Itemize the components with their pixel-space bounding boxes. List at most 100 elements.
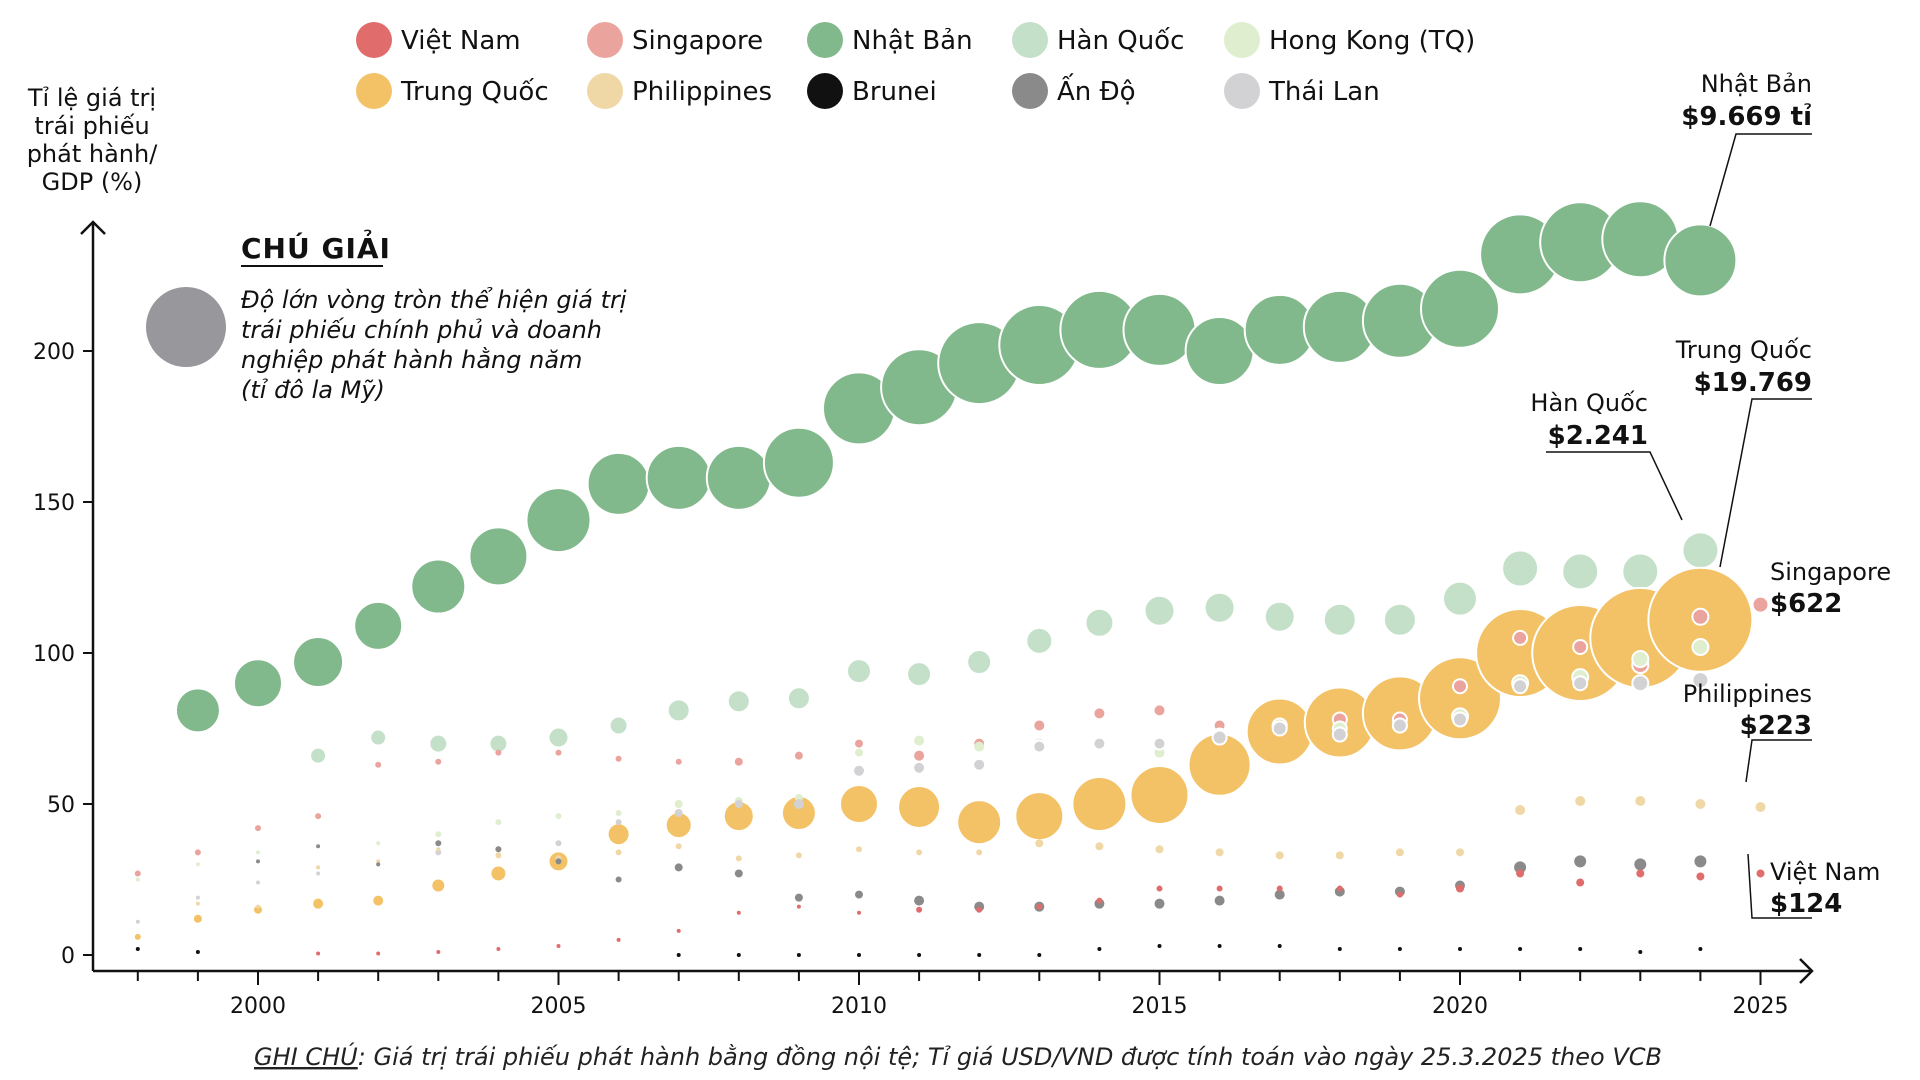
legend-label-nhat-ban: Nhật Bản bbox=[852, 26, 973, 56]
bubble-brunei bbox=[977, 953, 982, 957]
bubble-brunei bbox=[857, 953, 861, 957]
legend-label-an-do: Ấn Độ bbox=[1057, 72, 1136, 107]
bubble-philippines bbox=[316, 865, 321, 870]
legend-swatch-trung-quoc bbox=[356, 73, 392, 109]
bubble-singapore bbox=[734, 757, 743, 766]
bubble-han-quoc bbox=[786, 686, 811, 711]
bubble-nhat-ban bbox=[525, 487, 592, 554]
bubble-brunei bbox=[1518, 946, 1523, 951]
bubble-hong-kong-tq bbox=[615, 810, 622, 817]
callout-leader-trung-quoc-line bbox=[1719, 398, 1812, 568]
bubble-trung-quoc bbox=[254, 905, 262, 914]
bubble-nhat-ban bbox=[705, 444, 772, 511]
bubble-brunei bbox=[195, 949, 200, 954]
bubble-hong-kong-tq bbox=[1631, 650, 1650, 669]
bubble-thai-lan bbox=[1452, 711, 1468, 728]
bubble-an-do bbox=[794, 893, 803, 902]
bubble-thai-lan bbox=[914, 762, 925, 773]
y-axis-title-line-4: GDP (%) bbox=[42, 168, 143, 196]
callout-name-han-quoc: Hàn Quốc bbox=[1530, 389, 1648, 417]
bubble-brunei bbox=[1157, 943, 1162, 948]
bubble-han-quoc bbox=[309, 746, 328, 765]
bubble-thai-lan bbox=[1391, 717, 1408, 734]
bubble-philippines bbox=[1275, 851, 1284, 860]
bubble-viet-nam bbox=[676, 928, 681, 933]
bubble-brunei bbox=[135, 946, 140, 951]
bubble-trung-quoc bbox=[606, 822, 631, 847]
bubble-nhat-ban bbox=[410, 558, 467, 615]
bubble-philippines bbox=[916, 849, 923, 856]
bubble-hong-kong-tq bbox=[974, 741, 985, 752]
bubble-philippines bbox=[256, 904, 260, 909]
bubble-singapore bbox=[1452, 678, 1468, 695]
bubble-philippines bbox=[976, 849, 983, 856]
callout-leader-philippines-line bbox=[1745, 739, 1812, 783]
bubble-an-do bbox=[1632, 856, 1649, 873]
bubble-thai-lan bbox=[555, 840, 562, 847]
footnote-text: GHI CHÚ: Giá trị trái phiếu phát hành bằ… bbox=[254, 1041, 1662, 1071]
bubble-hong-kong-tq bbox=[256, 850, 260, 855]
x-axis-arrow bbox=[1799, 958, 1814, 984]
bubble-singapore bbox=[194, 849, 201, 856]
bubble-trung-quoc bbox=[134, 933, 141, 940]
bubble-han-quoc bbox=[1621, 552, 1660, 591]
bubble-singapore bbox=[914, 750, 925, 761]
bubble-an-do bbox=[674, 863, 683, 872]
bubble-brunei bbox=[917, 953, 922, 957]
legend-label-viet-nam: Việt Nam bbox=[401, 26, 521, 56]
bubble-singapore bbox=[1512, 629, 1529, 646]
bubble-han-quoc bbox=[428, 733, 449, 754]
legend-swatch-an-do bbox=[1012, 73, 1048, 109]
bubble-thai-lan bbox=[1211, 729, 1228, 746]
bubble-philippines bbox=[1695, 799, 1706, 809]
bubble-viet-nam bbox=[1456, 884, 1464, 893]
legend-label-thai-lan: Thái Lan bbox=[1268, 77, 1380, 107]
bubble-brunei bbox=[1638, 949, 1643, 954]
bubble-han-quoc bbox=[726, 689, 751, 714]
legend-swatch-philippines bbox=[587, 73, 623, 109]
bubble-thai-lan bbox=[674, 809, 683, 818]
y-tick-label: 50 bbox=[47, 793, 75, 818]
bubble-thai-lan bbox=[1152, 736, 1167, 751]
legend-label-singapore: Singapore bbox=[632, 26, 763, 56]
bubble-philippines bbox=[675, 843, 682, 850]
bubble-singapore bbox=[794, 751, 803, 760]
bubble-philippines bbox=[1215, 848, 1224, 857]
bubble-philippines bbox=[1755, 802, 1766, 813]
bubble-thai-lan bbox=[256, 880, 260, 885]
legend-label-philippines: Philippines bbox=[632, 77, 772, 107]
bubble-viet-nam bbox=[1216, 885, 1223, 892]
bubble-han-quoc bbox=[608, 715, 629, 736]
callout-name-singapore: Singapore bbox=[1770, 558, 1891, 586]
callout-leader-viet-nam-line bbox=[1747, 853, 1812, 919]
legend-swatch-singapore bbox=[587, 22, 623, 58]
bubble-singapore bbox=[1751, 595, 1770, 614]
bubble-singapore bbox=[375, 761, 382, 768]
bubble-brunei bbox=[796, 953, 801, 957]
bubble-singapore bbox=[495, 749, 502, 756]
x-tick-label: 2020 bbox=[1432, 994, 1488, 1019]
bubble-an-do bbox=[1572, 853, 1589, 870]
legend-swatch-hong-kong-tq bbox=[1224, 22, 1260, 58]
bubble-brunei bbox=[1097, 946, 1102, 951]
legend-swatch-nhat-ban bbox=[807, 22, 843, 58]
bubble-brunei bbox=[1337, 946, 1342, 951]
callout-name-viet-nam: Việt Nam bbox=[1770, 858, 1880, 886]
bubble-viet-nam bbox=[376, 951, 381, 956]
bubble-thai-lan bbox=[1271, 720, 1288, 737]
legend-swatch-viet-nam bbox=[356, 22, 392, 58]
bubble-hong-kong-tq bbox=[435, 831, 442, 838]
bubble-philippines bbox=[436, 847, 441, 852]
bubble-philippines bbox=[1335, 851, 1344, 860]
bubble-brunei bbox=[1397, 946, 1402, 951]
bubble-nhat-ban bbox=[353, 600, 404, 651]
bubble-an-do bbox=[1692, 853, 1709, 870]
bubble-philippines bbox=[495, 852, 502, 859]
bubble-viet-nam bbox=[736, 910, 741, 915]
callout-value-nhat-ban: $9.669 tỉ bbox=[1681, 102, 1812, 132]
bubble-nhat-ban bbox=[174, 687, 221, 734]
callout-name-philippines: Philippines bbox=[1683, 680, 1812, 708]
bubble-singapore bbox=[134, 870, 141, 877]
bubble-trung-quoc bbox=[489, 864, 508, 883]
